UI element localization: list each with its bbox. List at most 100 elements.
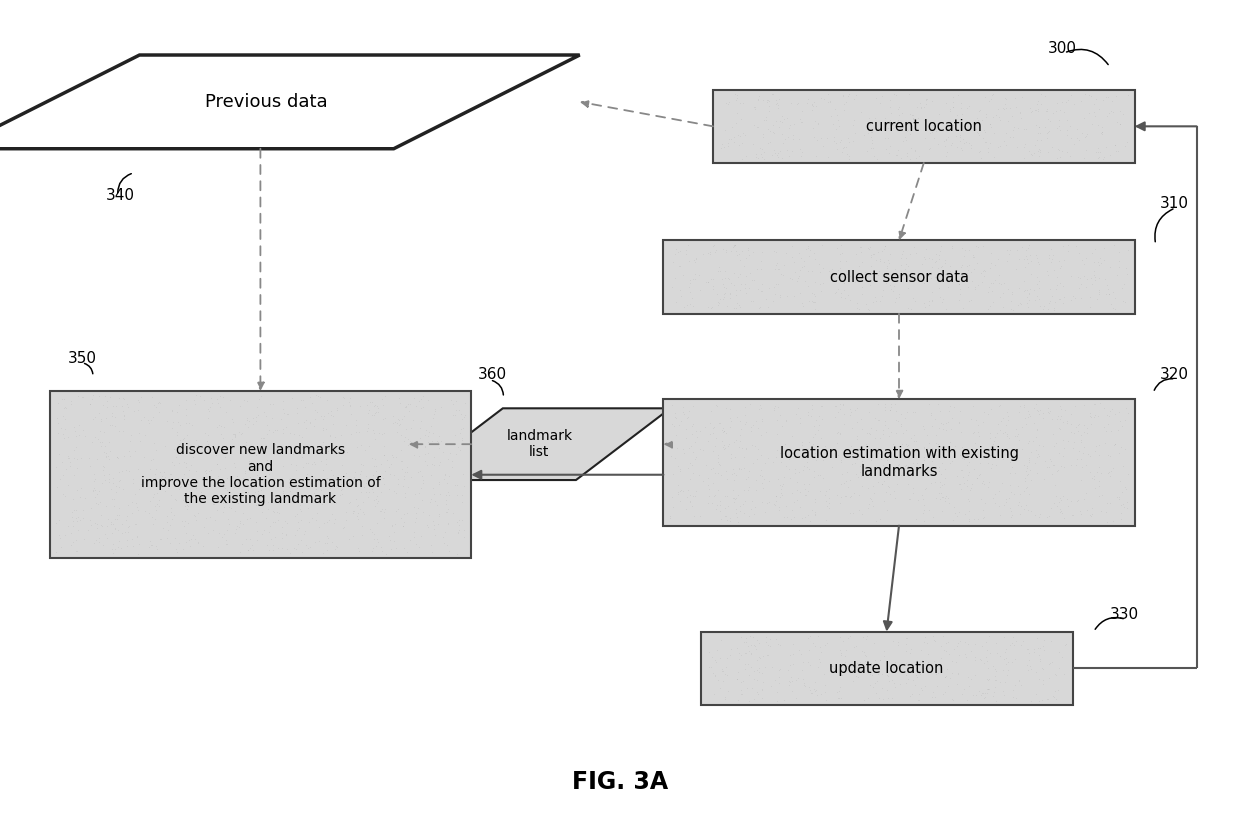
Point: [766, 451, 786, 464]
Point: [1114, 294, 1133, 307]
Point: [904, 117, 924, 130]
Point: [956, 650, 976, 663]
Point: [811, 431, 831, 444]
Point: [795, 679, 815, 692]
Point: [864, 637, 884, 650]
Point: [241, 459, 260, 472]
Point: [774, 510, 794, 523]
Point: [949, 293, 968, 306]
Point: [1069, 418, 1089, 431]
Point: [207, 477, 227, 490]
Point: [727, 410, 746, 423]
Point: [1042, 412, 1061, 425]
Point: [185, 393, 205, 406]
Point: [391, 444, 410, 457]
Point: [1034, 90, 1054, 103]
Point: [109, 391, 129, 404]
Point: [257, 427, 277, 440]
Point: [766, 148, 786, 161]
Point: [1012, 240, 1032, 253]
Point: [868, 413, 888, 426]
Point: [265, 516, 285, 529]
Point: [1074, 258, 1094, 271]
Point: [102, 543, 122, 556]
Point: [1014, 137, 1034, 150]
Point: [742, 681, 761, 694]
Point: [1047, 282, 1066, 295]
Point: [1112, 485, 1132, 498]
Point: [248, 485, 268, 498]
Point: [978, 683, 998, 696]
Point: [714, 690, 734, 703]
Point: [811, 284, 831, 297]
Point: [341, 399, 361, 412]
Point: [409, 487, 429, 500]
Point: [63, 421, 83, 434]
Point: [176, 394, 196, 407]
Point: [164, 415, 184, 428]
Point: [713, 421, 733, 434]
Point: [350, 399, 370, 412]
Point: [868, 398, 888, 411]
Point: [779, 663, 799, 676]
Point: [810, 469, 830, 482]
Point: [844, 486, 864, 499]
Point: [1096, 505, 1116, 518]
Point: [387, 451, 407, 464]
Point: [811, 132, 831, 145]
Point: [1044, 296, 1064, 309]
Point: [947, 667, 967, 681]
Point: [248, 408, 268, 421]
Point: [923, 94, 942, 107]
Point: [1050, 491, 1070, 504]
Point: [436, 538, 456, 551]
Point: [815, 685, 835, 698]
Point: [186, 389, 206, 402]
Point: [62, 506, 82, 519]
Point: [859, 406, 879, 419]
Point: [69, 513, 89, 526]
Point: [229, 400, 249, 413]
Point: [722, 415, 742, 428]
Point: [982, 88, 1002, 101]
Point: [413, 390, 433, 403]
Point: [1100, 450, 1120, 463]
Point: [1052, 504, 1071, 518]
Point: [239, 541, 259, 554]
Point: [714, 291, 734, 304]
Point: [687, 485, 707, 498]
Point: [818, 502, 838, 515]
Point: [242, 489, 262, 502]
Point: [1034, 634, 1054, 647]
Point: [885, 263, 905, 276]
Point: [720, 514, 740, 527]
Point: [425, 529, 445, 542]
Point: [47, 427, 67, 440]
Point: [352, 520, 372, 533]
Point: [1058, 123, 1078, 136]
Point: [48, 447, 68, 460]
Point: [129, 403, 149, 416]
Point: [766, 245, 786, 258]
Point: [781, 97, 801, 110]
Point: [104, 500, 124, 513]
Point: [923, 419, 942, 432]
Point: [1054, 442, 1074, 455]
Point: [812, 412, 832, 425]
Point: [84, 468, 104, 481]
Point: [436, 477, 456, 490]
Point: [810, 485, 830, 498]
Point: [872, 290, 892, 303]
Point: [930, 476, 950, 489]
Point: [1089, 102, 1109, 115]
Point: [384, 469, 404, 482]
Point: [73, 391, 93, 404]
Point: [197, 428, 217, 441]
Bar: [663, 399, 1135, 526]
Point: [978, 481, 998, 494]
Point: [760, 496, 780, 509]
Point: [804, 430, 823, 443]
Point: [103, 399, 123, 412]
Point: [202, 397, 222, 410]
Point: [336, 505, 356, 518]
